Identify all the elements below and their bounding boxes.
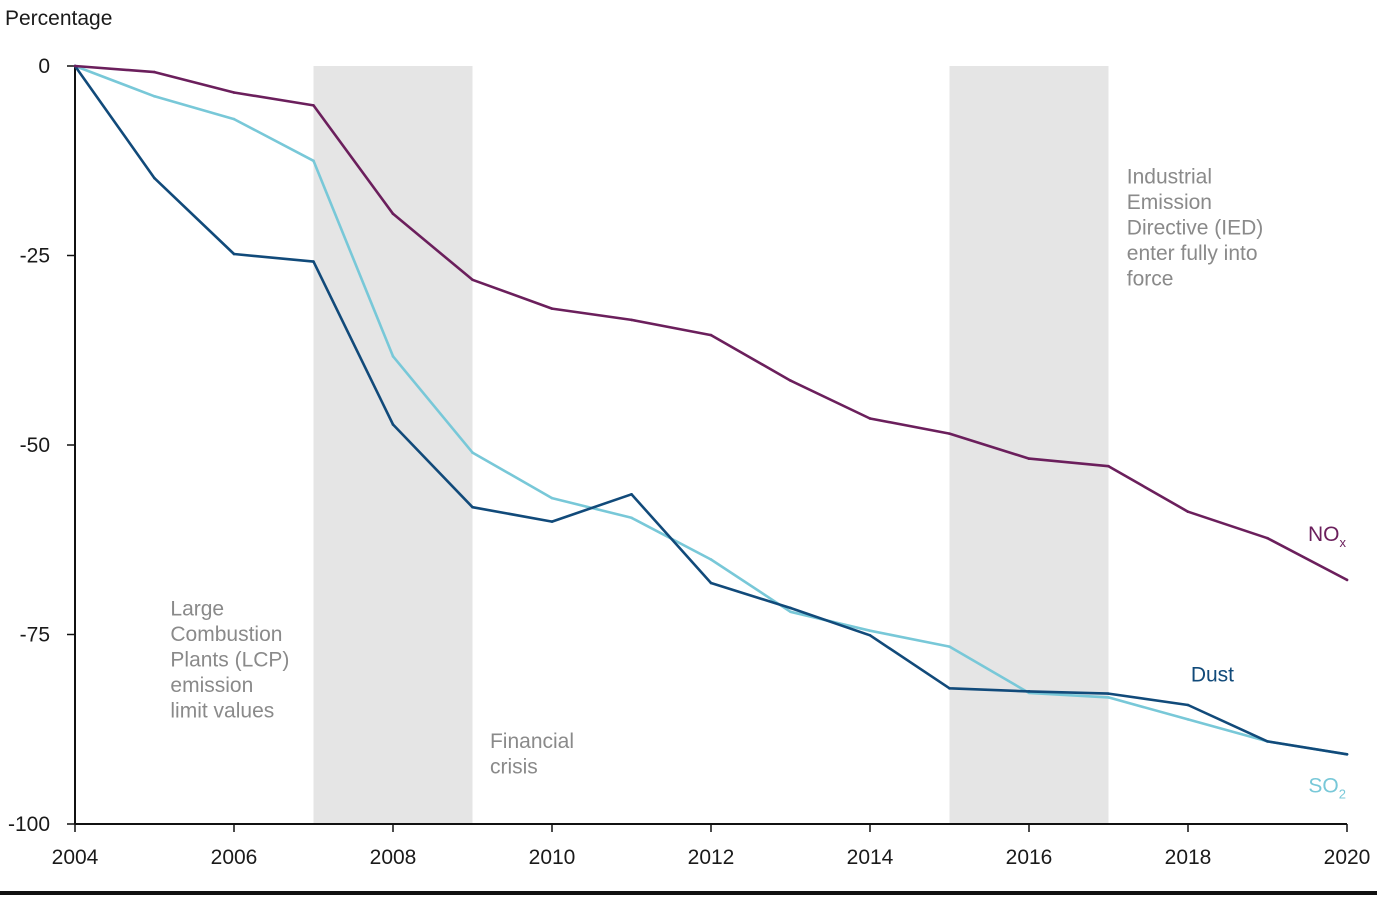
y-tick-label: -100 (8, 813, 50, 836)
shaded-period-1 (313, 66, 473, 824)
data-point (1186, 703, 1190, 707)
data-point (1345, 752, 1349, 756)
data-point (709, 558, 713, 561)
data-point (232, 117, 236, 121)
series-name: Dust (1191, 663, 1234, 686)
shaded-period-2 (949, 66, 1109, 824)
data-point (312, 260, 315, 263)
x-tick-label: 2020 (1324, 846, 1371, 869)
series-name: SO (1308, 774, 1338, 797)
data-point (1266, 740, 1269, 743)
annotation-line: enter fully into (1127, 242, 1258, 265)
data-point (1266, 536, 1269, 540)
data-point (550, 496, 554, 500)
data-point (948, 432, 951, 435)
x-tick-label: 2010 (529, 846, 576, 869)
series-subscript: 2 (1339, 786, 1346, 801)
annotation-line: Emission (1127, 191, 1212, 214)
data-point (73, 64, 77, 68)
y-axis-title: Percentage (5, 7, 112, 30)
x-tick-label: 2018 (1165, 846, 1212, 869)
annotation-line: Financial (490, 730, 574, 753)
annotation-2: Financial crisis (490, 730, 574, 779)
y-tick-label: -25 (20, 245, 50, 268)
series-label-dust: Dust (1191, 663, 1234, 686)
series-label-so: SO2 (1308, 774, 1346, 801)
series-line-no (73, 64, 1349, 582)
data-point (153, 176, 156, 180)
data-point (232, 91, 236, 94)
data-point (471, 451, 474, 454)
data-point (153, 70, 156, 74)
data-point (471, 278, 474, 282)
series-subscript: x (1340, 535, 1347, 550)
data-point (630, 516, 633, 520)
annotation-line: emission (170, 674, 253, 697)
x-axis: 2004 2006 2008 2010 2012 2014 2016 2018 2020 (52, 823, 1371, 869)
data-point (709, 333, 713, 337)
data-point (630, 492, 633, 496)
data-point (868, 629, 872, 633)
y-tick-label: -75 (20, 624, 50, 647)
annotation-line: Directive (IED) (1127, 216, 1264, 239)
annotation-line: crisis (490, 756, 538, 779)
data-point (948, 687, 951, 690)
data-point (232, 252, 236, 256)
annotation-line: Industrial (1127, 165, 1212, 188)
data-point (868, 417, 872, 420)
data-point (1107, 696, 1110, 699)
data-point (1107, 464, 1110, 468)
y-tick-label: -50 (20, 434, 50, 457)
data-point (550, 307, 554, 310)
data-point (550, 520, 554, 523)
x-tick-label: 2006 (211, 846, 258, 869)
data-point (312, 104, 315, 107)
data-point (789, 606, 792, 610)
data-point (868, 633, 872, 637)
annotation-line: Plants (LCP) (170, 649, 289, 672)
data-point (391, 212, 395, 216)
data-point (709, 581, 713, 585)
y-axis: 0 -25 -50 -75 -100 (8, 55, 76, 836)
data-point (1107, 692, 1110, 695)
data-point (630, 318, 633, 322)
data-point (391, 355, 395, 358)
data-point (1027, 457, 1031, 460)
annotation-line: Large (170, 598, 224, 621)
data-point (471, 505, 474, 509)
data-point (312, 159, 315, 163)
series-name: NO (1308, 523, 1340, 546)
x-tick-label: 2008 (370, 846, 417, 869)
data-point (1186, 510, 1190, 514)
data-point (1345, 578, 1349, 582)
data-point (153, 95, 156, 98)
y-tick-label: 0 (38, 55, 50, 78)
data-point (789, 610, 792, 614)
annotation-line: Combustion (170, 623, 282, 646)
annotation-line: limit values (170, 700, 274, 723)
x-tick-label: 2012 (688, 846, 735, 869)
series-lines (73, 64, 1349, 756)
data-point (1186, 718, 1190, 721)
x-tick-label: 2014 (847, 846, 894, 869)
shaded-periods (313, 66, 1109, 824)
data-point (789, 379, 792, 382)
x-tick-label: 2016 (1006, 846, 1053, 869)
x-tick-label: 2004 (52, 846, 99, 869)
series-label-no: NOx (1308, 523, 1347, 550)
data-point (391, 423, 395, 426)
series-labels: NOx Dust SO2 (1191, 523, 1347, 801)
annotation-line: force (1127, 267, 1174, 290)
data-point (948, 645, 951, 648)
data-point (1027, 690, 1031, 693)
